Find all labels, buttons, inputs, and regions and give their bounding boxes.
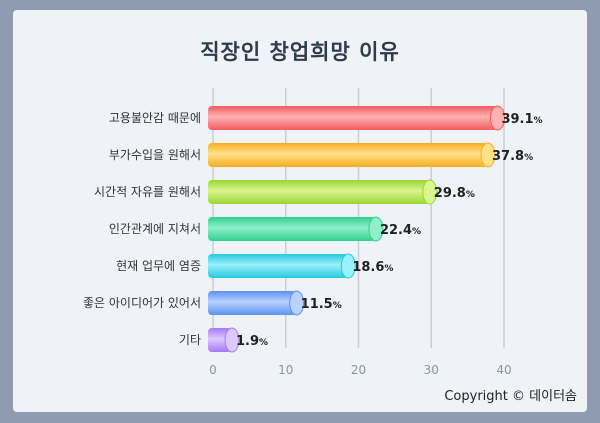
- category-label: 인간관계에 지쳐서: [109, 222, 201, 236]
- value-label: 1.9%: [236, 334, 268, 349]
- bar-end-cap: [340, 253, 356, 279]
- chart-title: 직장인 창업희망 이유: [200, 40, 400, 64]
- bar-end-cap: [289, 290, 305, 316]
- category-label: 현재 업무에 염증: [116, 259, 201, 273]
- bar: [208, 217, 376, 241]
- bar-end-cap: [422, 179, 438, 205]
- category-label: 좋은 아이디어가 있어서: [83, 296, 201, 310]
- bar-end-cap: [224, 327, 240, 353]
- x-tick-label: 40: [496, 363, 511, 377]
- bar-end-cap: [489, 105, 505, 131]
- category-label: 고용불안감 때문에: [109, 111, 201, 125]
- bar: [208, 291, 297, 315]
- bar: [208, 180, 430, 204]
- copyright-text: Copyright © 데이터솜: [444, 389, 577, 404]
- value-label: 39.1%: [501, 112, 542, 127]
- x-tick-label: 0: [209, 363, 217, 377]
- category-label: 기타: [179, 333, 201, 347]
- value-label: 22.4%: [380, 223, 421, 238]
- chart-card: 직장인 창업희망 이유 0 10 20 30 40 고용불안감 때문에 39.1% 부가수입을…: [13, 10, 587, 412]
- x-tick-label: 20: [351, 363, 366, 377]
- category-label: 시간적 자유를 원해서: [94, 185, 201, 199]
- value-label: 18.6%: [352, 260, 393, 275]
- value-label: 29.8%: [434, 186, 475, 201]
- x-tick-label: 10: [278, 363, 293, 377]
- x-tick-label: 30: [424, 363, 439, 377]
- bar: [208, 254, 349, 278]
- category-label: 부가수입을 원해서: [109, 148, 201, 162]
- bar: [208, 106, 498, 130]
- bar: [208, 143, 488, 167]
- value-label: 37.8%: [492, 149, 533, 164]
- bar-end-cap: [480, 142, 496, 168]
- value-label: 11.5%: [301, 297, 342, 312]
- bar-chart: 0 10 20 30 40 고용불안감 때문에 39.1% 부가수입을 원해서 37.8% 시간적…: [83, 88, 543, 377]
- bar-end-cap: [368, 216, 384, 242]
